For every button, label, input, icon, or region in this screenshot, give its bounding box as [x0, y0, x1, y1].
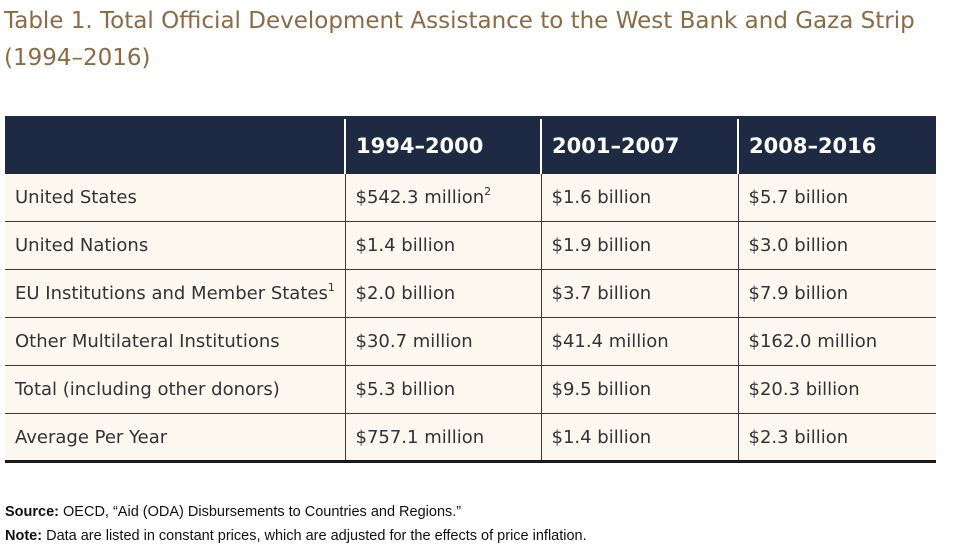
cell-2008-2016: $2.3 billion	[737, 413, 936, 463]
cell-2001-2007: $41.4 million	[540, 317, 738, 366]
table-row: EU Institutions and Member States1 $2.0 b…	[5, 269, 936, 318]
cell-2008-2016: $7.9 billion	[737, 269, 936, 318]
source-text: OECD, “Aid (ODA) Disbursements to Countr…	[59, 504, 462, 520]
cell-2008-2016-text: $7.9 billion	[748, 283, 849, 304]
cell-1994-2000: $2.0 billion	[344, 269, 541, 318]
row-label-text: United States	[15, 186, 137, 208]
table-title: Table 1. Total Official Development Assi…	[4, 8, 915, 71]
row-label: Total (including other donors)	[5, 365, 345, 414]
cell-1994-2000-text: $2.0 billion	[355, 283, 456, 304]
cell-2001-2007-text: $1.6 billion	[551, 186, 652, 208]
row-label-text: Average Per Year	[15, 426, 168, 448]
note-line: Note: Data are listed in constant prices…	[5, 524, 587, 548]
cell-2001-2007-text: $3.7 billion	[551, 283, 652, 304]
row-label: Other Multilateral Institutions	[5, 317, 345, 366]
cell-2008-2016-text: $162.0 million	[748, 331, 878, 352]
row-label: United Nations	[5, 221, 345, 270]
cell-2001-2007: $1.9 billion	[540, 221, 738, 270]
cell-1994-2000: $757.1 million	[344, 413, 541, 463]
oda-table-container: 1994–2000 2001–2007 2008–2016 United Sta…	[5, 116, 936, 463]
row-label: United States	[5, 173, 345, 222]
footnote-marker: 2	[484, 184, 492, 198]
header-row: 1994–2000 2001–2007 2008–2016	[5, 116, 936, 174]
row-label-text: United Nations	[15, 235, 149, 256]
table-notes: Source: OECD, “Aid (ODA) Disbursements t…	[5, 500, 587, 548]
cell-1994-2000: $30.7 million	[344, 317, 541, 366]
table-row: United Nations $1.4 billion $1.9 billion $3…	[5, 221, 936, 270]
source-line: Source: OECD, “Aid (ODA) Disbursements t…	[5, 500, 587, 524]
cell-1994-2000: $542.3 million2	[344, 173, 541, 222]
cell-2008-2016-text: $5.7 billion	[748, 186, 849, 208]
cell-1994-2000-text: $5.3 billion	[355, 379, 456, 400]
cell-1994-2000-text: $1.4 billion	[355, 235, 456, 256]
source-label: Source:	[5, 504, 59, 520]
cell-1994-2000-text: $542.3 million	[355, 186, 485, 208]
cell-1994-2000-text: $30.7 million	[355, 331, 473, 352]
cell-2008-2016: $162.0 million	[737, 317, 936, 366]
cell-2001-2007: $1.4 billion	[540, 413, 738, 463]
cell-2008-2016-text: $20.3 billion	[748, 379, 860, 400]
table-body: United States $542.3 million2 $1.6 billion…	[5, 173, 936, 463]
header-1994-2000: 1994–2000	[344, 116, 541, 174]
cell-2001-2007: $9.5 billion	[540, 365, 738, 414]
row-label-text: EU Institutions and Member States	[15, 283, 328, 304]
cell-2008-2016: $20.3 billion	[737, 365, 936, 414]
table-row: United States $542.3 million2 $1.6 billion…	[5, 173, 936, 222]
cell-2001-2007-text: $9.5 billion	[551, 379, 652, 400]
table-row: Average Per Year $757.1 million $1.4 billi…	[5, 413, 936, 463]
row-label-text: Other Multilateral Institutions	[15, 331, 280, 352]
row-label-text: Total (including other donors)	[15, 379, 280, 400]
footnote-marker: 1	[327, 281, 335, 294]
cell-2008-2016: $5.7 billion	[737, 173, 936, 222]
cell-2008-2016-text: $2.3 billion	[748, 426, 849, 448]
cell-2001-2007-text: $1.9 billion	[551, 235, 652, 256]
cell-2001-2007: $3.7 billion	[540, 269, 738, 318]
header-2001-2007: 2001–2007	[540, 116, 738, 174]
cell-2008-2016-text: $3.0 billion	[748, 235, 849, 256]
header-blank	[5, 116, 345, 174]
cell-2008-2016: $3.0 billion	[737, 221, 936, 270]
cell-1994-2000-text: $757.1 million	[355, 426, 485, 448]
header-2008-2016: 2008–2016	[737, 116, 936, 174]
oda-table: 1994–2000 2001–2007 2008–2016 United Sta…	[5, 116, 936, 463]
row-label: EU Institutions and Member States1	[5, 269, 345, 318]
cell-1994-2000: $1.4 billion	[344, 221, 541, 270]
note-label: Note:	[5, 528, 43, 544]
table-row: Other Multilateral Institutions $30.7 mil…	[5, 317, 936, 366]
table-row: Total (including other donors) $5.3 billi…	[5, 365, 936, 414]
cell-2001-2007: $1.6 billion	[540, 173, 738, 222]
cell-2001-2007-text: $1.4 billion	[551, 426, 652, 448]
note-text: Data are listed in constant prices, whic…	[42, 528, 587, 544]
row-label: Average Per Year	[5, 413, 345, 463]
cell-2001-2007-text: $41.4 million	[551, 331, 669, 352]
cell-1994-2000: $5.3 billion	[344, 365, 541, 414]
